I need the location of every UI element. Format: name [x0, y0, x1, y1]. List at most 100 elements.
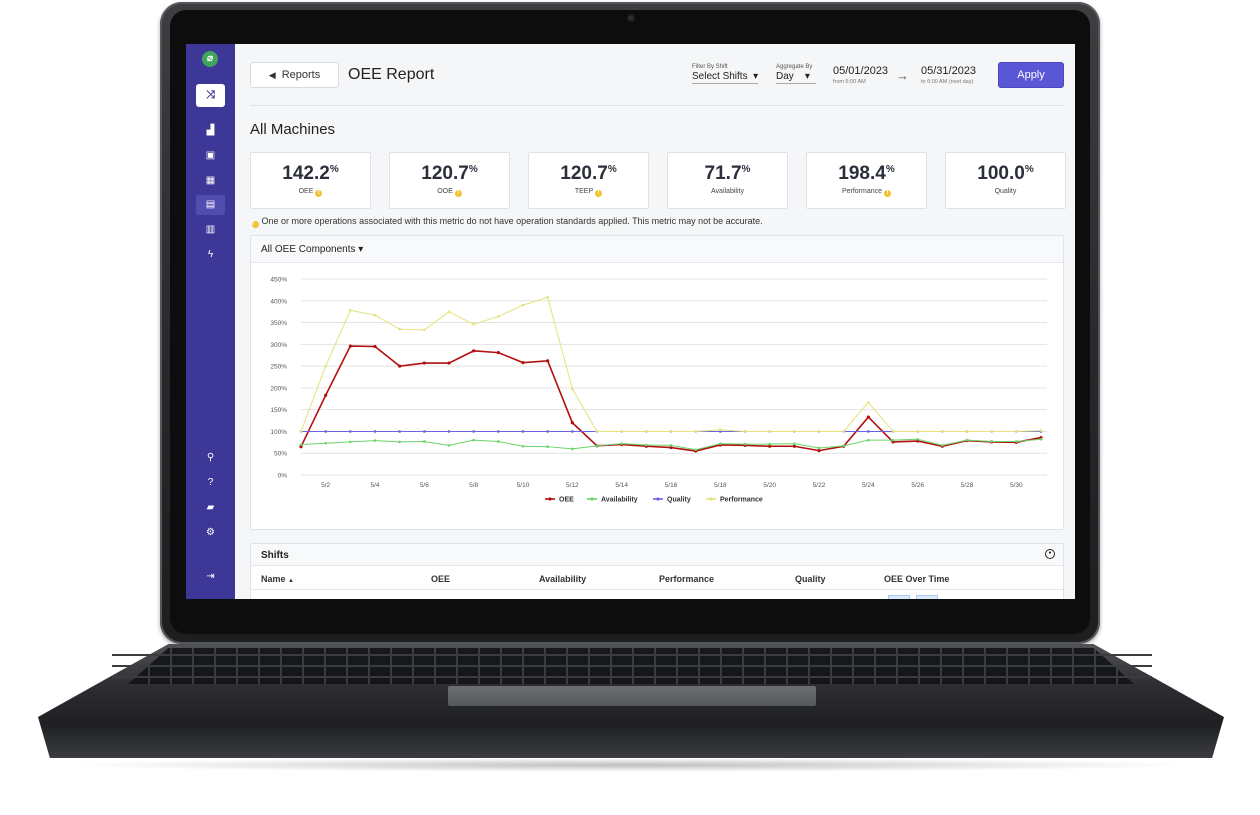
report-icon[interactable]: ▤	[196, 195, 225, 215]
data-point-oee	[496, 351, 500, 355]
data-point-oee	[398, 364, 402, 368]
data-point-availability	[447, 444, 451, 447]
kpi-value: 100.0%	[977, 163, 1034, 184]
aggregate-select[interactable]: Day ▾	[776, 71, 816, 84]
header-divider	[251, 589, 1063, 590]
data-point-oee	[472, 349, 476, 353]
leaf-logo-icon[interactable]: ⌀	[202, 51, 218, 67]
data-point-availability	[793, 442, 796, 445]
data-point-performance	[916, 430, 919, 433]
app-screen: ⌀ ⤨ ▟ ▣ ▦ ▤ ▥ ϟ ⚲ ? ▰ ⚙ ⇥ ◀ Reports OEE R…	[186, 44, 1075, 599]
y-tick-label: 300%	[270, 342, 287, 349]
x-tick-label: 5/2	[321, 482, 330, 489]
help-icon[interactable]: ?	[207, 477, 214, 488]
column-header-performance[interactable]: Performance	[659, 574, 715, 584]
components-dropdown[interactable]: All OEE Components ▾	[261, 244, 364, 255]
data-point-performance	[324, 364, 327, 368]
data-point-quality	[349, 430, 352, 433]
kpi-unit: %	[468, 164, 478, 175]
end-date-input[interactable]: 05/31/2023 to 6:00 AM (next day)	[921, 65, 977, 85]
download-icon[interactable]: •	[1045, 549, 1055, 559]
data-point-availability	[990, 440, 993, 443]
sparkline-cell	[916, 595, 938, 599]
data-point-availability	[941, 444, 944, 447]
data-point-performance	[299, 430, 303, 433]
column-header-oee[interactable]: OEE	[431, 574, 451, 584]
x-tick-label: 5/20	[763, 482, 776, 489]
data-point-performance	[990, 430, 993, 433]
back-label: Reports	[281, 69, 321, 81]
kpi-unit: %	[607, 164, 617, 175]
data-point-availability	[965, 438, 969, 442]
logout-icon[interactable]: ⇥	[206, 571, 215, 582]
data-point-performance	[373, 313, 377, 317]
aggregate-filter[interactable]: Aggregate By Day ▾	[776, 64, 816, 84]
x-tick-label: 5/16	[665, 482, 678, 489]
data-point-oee	[792, 444, 796, 448]
webcam-icon	[627, 14, 635, 22]
data-point-availability	[324, 441, 327, 445]
shuffle-icon[interactable]: ⤨	[196, 84, 225, 107]
data-point-availability	[694, 448, 697, 452]
x-tick-label: 5/30	[1010, 482, 1023, 489]
warning-icon[interactable]: !	[454, 190, 462, 197]
page-title: OEE Report	[348, 66, 435, 83]
kpi-card-ooe: 120.7% OOE!	[389, 152, 510, 209]
legend-label: Performance	[720, 497, 763, 504]
sparkline-cell	[888, 595, 910, 599]
data-point-availability	[373, 439, 377, 442]
column-header-name[interactable]: Name ▲	[261, 574, 294, 584]
shift-filter-label: Filter By Shift	[692, 64, 728, 70]
gear-icon[interactable]: ⚙	[206, 527, 215, 538]
kpi-card-oee: 142.2% OEE!	[250, 152, 371, 209]
start-date-input[interactable]: 05/01/2023 from 6:00 AM	[833, 65, 889, 85]
column-header-oee-over-time[interactable]: OEE Over Time	[884, 574, 950, 584]
shift-filter-select[interactable]: Select Shifts ▾	[692, 71, 759, 84]
data-point-availability	[299, 443, 303, 446]
sidebar: ⌀ ⤨ ▟ ▣ ▦ ▤ ▥ ϟ ⚲ ? ▰ ⚙ ⇥	[186, 44, 235, 599]
data-point-performance	[620, 430, 623, 433]
data-point-oee	[546, 359, 550, 363]
legend-label: Quality	[667, 497, 691, 504]
search-icon[interactable]: ⚲	[206, 452, 215, 463]
kpi-value: 142.2%	[282, 163, 339, 184]
kpi-label: Quality	[994, 188, 1017, 195]
warning-text: One or more operations associated with t…	[261, 216, 763, 226]
back-to-reports-button[interactable]: ◀ Reports	[250, 62, 339, 88]
warning-icon[interactable]: !	[595, 190, 603, 197]
x-tick-label: 5/22	[813, 482, 826, 489]
column-header-availability[interactable]: Availability	[539, 574, 587, 584]
data-point-quality	[423, 430, 426, 433]
data-point-quality	[521, 430, 525, 433]
data-point-oee	[373, 344, 377, 349]
section-title: All Machines	[250, 121, 336, 138]
chevron-left-icon: ◀	[268, 70, 276, 80]
kpi-value: 198.4%	[838, 163, 895, 184]
data-point-availability	[595, 444, 599, 448]
x-tick-label: 5/12	[566, 482, 579, 489]
factory-icon[interactable]: ▟	[206, 125, 215, 136]
calendar-icon[interactable]: ▦	[205, 175, 216, 186]
data-point-availability	[398, 440, 401, 444]
shift-filter[interactable]: Filter By Shift Select Shifts ▾	[692, 64, 759, 84]
column-header-quality[interactable]: Quality	[795, 574, 826, 584]
data-point-availability	[521, 444, 525, 448]
data-point-quality	[447, 430, 451, 433]
oee-chart-card: All OEE Components ▾ 0% 50% 100% 150% 200% 25…	[250, 235, 1064, 530]
data-point-performance	[521, 303, 525, 307]
data-point-quality	[546, 430, 549, 433]
shifts-header: Shifts •	[251, 544, 1063, 566]
data-point-availability	[497, 440, 500, 443]
warning-note: ! One or more operations associated with…	[250, 216, 763, 228]
machine-icon[interactable]: ▣	[205, 150, 216, 161]
legend-marker	[656, 497, 660, 501]
lock-icon[interactable]: ▰	[206, 502, 215, 513]
warning-icon[interactable]: !	[315, 190, 323, 197]
data-point-performance	[447, 310, 451, 313]
warning-icon[interactable]: !	[884, 190, 892, 197]
arrow-right-icon: →	[896, 68, 909, 83]
apply-button[interactable]: Apply	[998, 62, 1064, 88]
bar-chart-icon[interactable]: ▥	[205, 224, 216, 235]
data-point-performance	[1015, 430, 1018, 433]
lightning-icon[interactable]: ϟ	[207, 249, 214, 260]
